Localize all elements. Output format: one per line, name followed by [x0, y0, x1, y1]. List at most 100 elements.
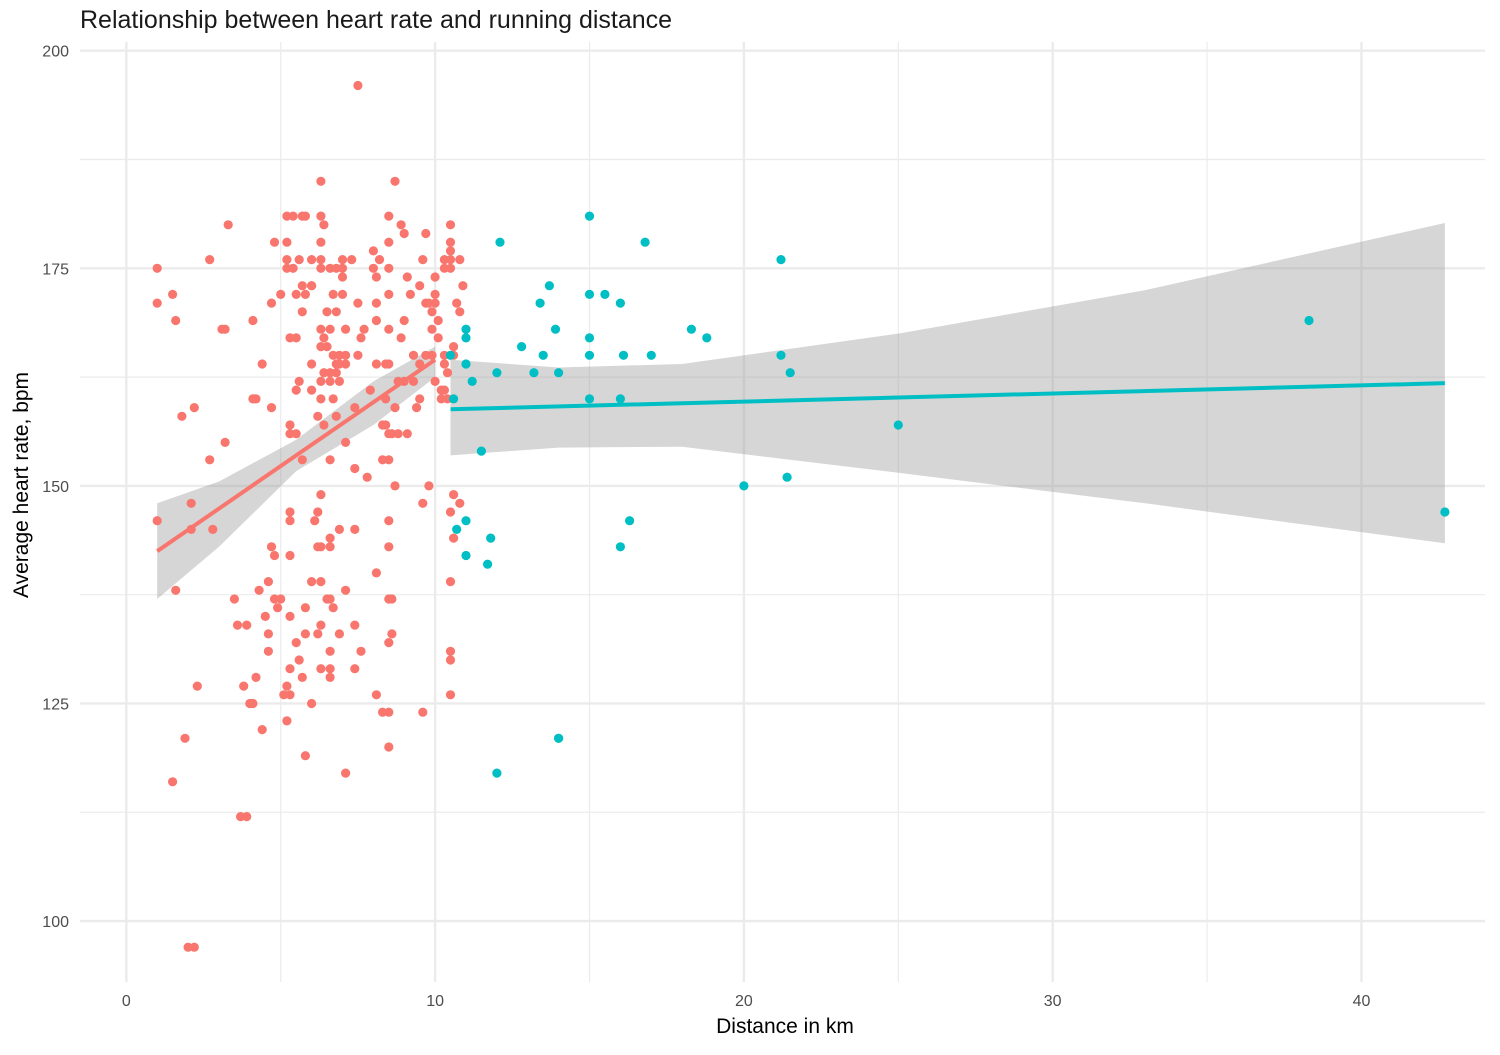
data-point-series-1	[269, 237, 280, 247]
data-point-series-1	[325, 646, 335, 656]
data-point-series-1	[285, 507, 295, 517]
data-point-series-1	[186, 498, 196, 508]
data-point-series-2	[554, 733, 564, 743]
data-point-series-1	[316, 255, 326, 265]
data-point-series-1	[285, 690, 295, 700]
data-point-series-1	[384, 324, 394, 334]
y-tick-label: 100	[42, 914, 69, 931]
data-point-series-1	[254, 585, 264, 595]
data-point-series-2	[584, 394, 595, 404]
data-point-series-1	[220, 437, 230, 447]
data-point-series-1	[294, 376, 304, 386]
data-point-series-1	[322, 342, 332, 352]
data-point-series-1	[189, 403, 199, 413]
data-point-series-1	[297, 307, 307, 317]
data-point-series-1	[408, 376, 419, 386]
y-tick-label: 150	[42, 479, 69, 496]
data-point-series-1	[288, 211, 298, 221]
data-point-series-2	[615, 298, 626, 308]
data-point-series-2	[461, 550, 471, 561]
data-point-series-1	[365, 385, 375, 395]
data-point-series-1	[177, 411, 187, 421]
data-point-series-1	[368, 246, 378, 256]
data-point-series-1	[415, 394, 425, 404]
data-point-series-1	[300, 211, 310, 221]
data-point-series-1	[316, 542, 326, 552]
data-point-series-1	[427, 350, 437, 360]
data-point-series-1	[266, 403, 277, 413]
data-point-series-2	[492, 368, 502, 378]
data-point-series-1	[325, 376, 335, 386]
data-point-series-1	[341, 350, 351, 360]
fit-line-2	[450, 381, 1445, 412]
data-point-series-1	[399, 228, 409, 239]
data-point-series-2	[535, 298, 545, 308]
data-point-series-2	[776, 255, 786, 265]
data-point-series-1	[316, 211, 326, 221]
data-point-series-1	[384, 211, 394, 221]
data-point-series-2	[445, 350, 456, 360]
data-point-series-1	[285, 550, 295, 561]
data-point-series-1	[350, 524, 360, 535]
data-point-series-1	[266, 542, 277, 552]
data-point-series-2	[584, 350, 595, 360]
data-point-series-1	[316, 577, 326, 587]
data-point-series-1	[205, 255, 215, 265]
data-point-series-1	[307, 281, 317, 291]
data-point-series-1	[285, 420, 295, 430]
data-point-series-1	[334, 629, 344, 639]
data-point-series-2	[529, 368, 539, 378]
data-point-series-1	[399, 315, 409, 326]
data-point-series-2	[625, 516, 635, 526]
data-point-series-1	[288, 263, 298, 273]
data-point-series-1	[439, 385, 449, 395]
data-point-series-1	[257, 725, 267, 735]
data-point-series-1	[449, 533, 459, 543]
data-point-series-1	[442, 368, 453, 378]
data-point-series-1	[381, 420, 391, 430]
data-point-series-1	[325, 594, 335, 604]
data-point-series-1	[452, 298, 462, 308]
data-point-series-2	[483, 559, 493, 569]
data-point-series-1	[263, 629, 273, 639]
x-tick-label: 10	[426, 993, 444, 1010]
data-point-series-1	[347, 255, 357, 265]
data-point-series-1	[337, 263, 348, 273]
data-point-series-1	[331, 411, 341, 421]
data-point-series-1	[390, 176, 400, 186]
data-point-series-1	[276, 594, 286, 604]
data-point-series-1	[291, 333, 301, 343]
data-point-series-2	[538, 350, 548, 360]
data-point-series-1	[337, 272, 348, 282]
data-point-series-2	[615, 394, 626, 404]
data-point-series-2	[554, 368, 564, 378]
data-point-series-1	[412, 403, 422, 413]
data-point-series-1	[168, 777, 178, 787]
data-point-series-1	[341, 324, 351, 334]
data-point-series-1	[402, 272, 412, 282]
fit-line-1	[156, 358, 437, 553]
data-point-series-1	[353, 350, 363, 360]
data-point-series-1	[424, 481, 434, 491]
data-point-series-1	[313, 411, 323, 421]
data-point-series-2	[486, 533, 496, 543]
data-point-series-1	[316, 664, 326, 674]
data-point-series-1	[439, 359, 449, 369]
data-point-series-1	[242, 812, 252, 822]
y-axis-label: Average heart rate, bpm	[10, 372, 33, 598]
data-point-series-2	[550, 324, 561, 334]
data-point-series-1	[316, 394, 326, 404]
data-point-series-2	[702, 333, 712, 343]
data-point-series-2	[615, 542, 626, 552]
data-point-series-1	[316, 237, 326, 247]
data-point-series-1	[307, 385, 317, 395]
data-point-series-2	[467, 376, 477, 386]
data-point-series-2	[600, 289, 610, 299]
data-point-series-2	[1440, 507, 1450, 517]
data-point-series-1	[331, 307, 341, 317]
data-point-series-1	[384, 359, 394, 369]
data-point-series-2	[476, 446, 486, 456]
data-point-series-1	[282, 255, 292, 265]
data-point-series-1	[266, 298, 277, 308]
data-point-series-1	[291, 638, 301, 648]
